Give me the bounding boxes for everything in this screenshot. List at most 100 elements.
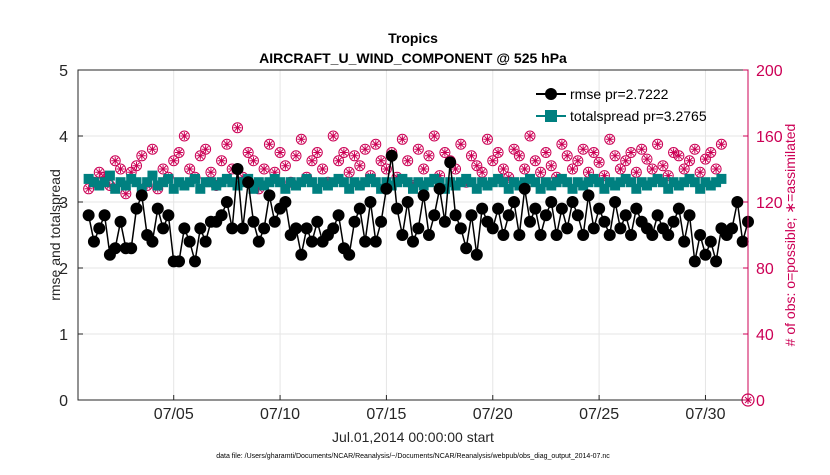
spread-point: [535, 183, 546, 194]
obs-assim-marker: [648, 165, 657, 173]
spread-point: [115, 177, 126, 188]
obs-count-marker: [556, 138, 568, 150]
spread-point: [636, 177, 647, 188]
spread-point: [328, 177, 339, 188]
spread-point: [641, 180, 652, 191]
rmse-point: [486, 222, 499, 235]
x-tick-label: 07/30: [685, 406, 725, 423]
obs-count-marker: [471, 160, 483, 172]
spread-point: [110, 183, 121, 194]
spread-point: [551, 177, 562, 188]
spread-point: [578, 180, 589, 191]
spread-point: [663, 183, 674, 194]
obs-count-marker: [487, 155, 499, 167]
spread-point: [306, 177, 317, 188]
obs-assim-marker: [116, 165, 125, 173]
obs-assim-marker: [127, 168, 136, 177]
obs-count-marker: [109, 155, 121, 167]
rmse-point: [438, 215, 451, 228]
spread-point: [540, 177, 551, 188]
spread-point: [221, 173, 232, 184]
obs-assim-marker: [222, 140, 231, 149]
rmse-point: [518, 182, 531, 195]
obs-count-marker: [540, 147, 552, 158]
rmse-point: [157, 222, 170, 235]
rmse-point: [364, 196, 377, 208]
x-tick-label: 07/15: [366, 406, 406, 423]
obs-assim-marker: [244, 148, 253, 157]
y-axis-label-right: # of obs: o=possible; ∗=assimilated: [782, 124, 798, 347]
rmse-point: [247, 215, 260, 228]
obs-count-marker: [545, 160, 557, 172]
obs-assim-marker: [361, 145, 370, 154]
rmse-point: [391, 202, 404, 215]
rmse-point: [258, 222, 271, 235]
obs-assim-marker: [696, 168, 705, 177]
obs-assim-marker: [137, 151, 146, 160]
rmse-point: [305, 235, 318, 248]
spread-point: [88, 177, 99, 188]
spread-point: [275, 177, 286, 188]
y-tick-label: 4: [59, 129, 68, 146]
spread-point: [322, 180, 333, 191]
obs-assim-marker: [132, 161, 141, 170]
obs-assim-marker: [685, 156, 694, 165]
obs-assim-marker: [520, 165, 529, 173]
obs-assim-marker: [95, 168, 104, 177]
obs-count-marker: [327, 130, 339, 142]
rmse-point: [651, 209, 664, 222]
spread-point: [445, 177, 456, 188]
rmse-point: [726, 222, 739, 235]
spread-point: [455, 177, 466, 188]
spread-point: [679, 177, 690, 188]
rmse-point: [173, 255, 186, 268]
obs-count-marker: [200, 143, 212, 155]
spread-point: [253, 177, 264, 188]
obs-assim-marker: [531, 156, 540, 165]
obs-assim-marker: [605, 135, 614, 144]
obs-assim-marker: [616, 165, 625, 173]
y-right-tick-label: 0: [756, 393, 765, 410]
obs-assim-marker: [627, 148, 636, 157]
spread-point: [99, 177, 110, 188]
obs-assim-marker: [292, 151, 301, 160]
rmse-point: [587, 222, 600, 235]
rmse-point: [194, 222, 207, 235]
rmse-point: [630, 202, 643, 215]
obs-count-marker: [535, 166, 547, 178]
rmse-point: [428, 209, 441, 222]
obs-assim-marker: [712, 165, 721, 173]
obs-count-marker: [370, 138, 382, 150]
spread-point: [695, 183, 706, 194]
obs-count-marker: [710, 163, 722, 175]
spread-point: [423, 177, 434, 188]
obs-count-marker: [194, 150, 206, 162]
spread-point: [280, 183, 291, 194]
rmse-point: [109, 242, 122, 255]
spread-point: [126, 173, 137, 184]
obs-count-marker: [508, 143, 520, 155]
rmse-point: [375, 215, 388, 228]
obs-count-marker: [673, 150, 685, 162]
obs-assim-marker: [499, 165, 508, 173]
rmse-point: [566, 196, 579, 208]
obs-count-marker: [497, 163, 509, 175]
spread-point: [264, 177, 275, 188]
rmse-point: [476, 202, 489, 215]
obs-assim-marker: [201, 145, 210, 154]
obs-count-marker: [588, 147, 600, 158]
rmse-point: [252, 235, 265, 248]
obs-assim-marker: [121, 189, 130, 198]
spread-point: [604, 177, 615, 188]
rmse-point: [683, 209, 696, 222]
spread-point: [572, 177, 583, 188]
spread-point: [684, 173, 695, 184]
spread-point: [269, 173, 280, 184]
rmse-point: [380, 182, 393, 195]
rmse-point: [188, 255, 201, 268]
y-right-tick-label: 160: [756, 129, 783, 146]
obs-count-marker: [136, 150, 148, 162]
obs-assim-marker: [637, 145, 646, 154]
obs-assim-marker: [424, 151, 433, 160]
